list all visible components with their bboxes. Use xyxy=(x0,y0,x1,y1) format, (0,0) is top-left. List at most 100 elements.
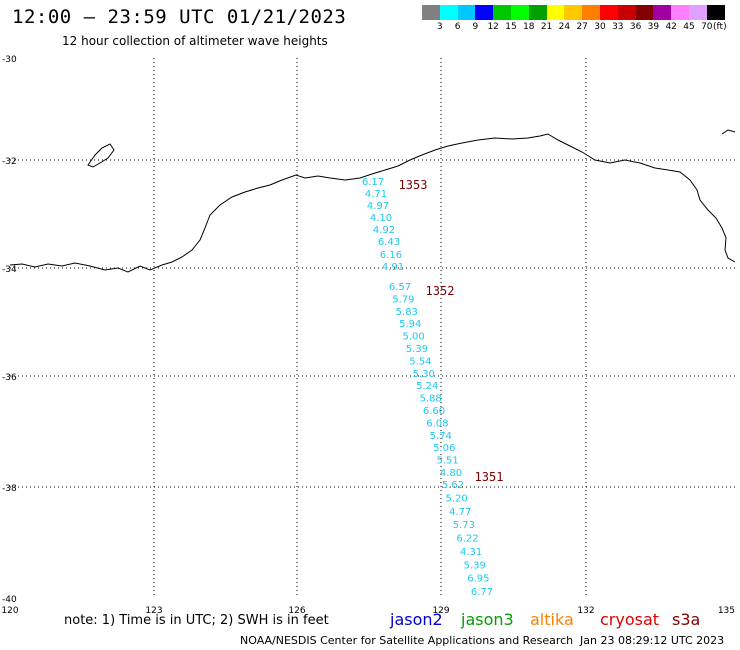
legend-swatch xyxy=(475,5,494,20)
lat-label: -34 xyxy=(2,265,17,275)
lat-label: -32 xyxy=(2,157,17,167)
wave-height-value: 4.97 xyxy=(367,201,389,212)
legend-label: 36 xyxy=(629,22,642,32)
wave-height-value: 6.43 xyxy=(378,237,400,248)
legend-swatch xyxy=(706,5,726,20)
lon-label: 135 xyxy=(718,606,735,616)
wave-height-value: 5.79 xyxy=(392,294,414,305)
legend-label: 12 xyxy=(487,22,499,32)
wave-height-value: 5.20 xyxy=(445,493,467,504)
wave-height-value: 5.83 xyxy=(396,307,418,318)
wave-height-value: 5.74 xyxy=(430,431,452,442)
legend-label: 15 xyxy=(505,22,517,32)
wave-height-value: 4.91 xyxy=(382,262,404,273)
wave-height-value: 6.60 xyxy=(423,406,445,417)
wave-height-value: 6.77 xyxy=(471,587,493,598)
lon-label: 126 xyxy=(288,606,305,616)
pass-number-label: 1351 xyxy=(475,470,504,484)
wave-height-value: 5.54 xyxy=(409,356,431,367)
satellite-legend-item: s3a xyxy=(672,610,701,629)
wave-height-value: 6.16 xyxy=(380,250,402,261)
wave-height-track: 6.174.714.974.104.926.43 6.164.91 6.575.79… xyxy=(362,177,493,598)
satellite-legend-item: jason3 xyxy=(461,610,514,629)
legend-swatch xyxy=(564,5,583,20)
legend-label: 70 xyxy=(701,22,713,32)
wave-height-value: 5.39 xyxy=(406,344,428,355)
map-title: 12:00 — 23:59 UTC 01/21/2023 xyxy=(12,6,347,28)
footer-note: note: 1) Time is in UTC; 2) SWH is in fe… xyxy=(64,613,329,628)
legend-label: 33 xyxy=(612,22,624,32)
australia-coastline xyxy=(9,133,736,273)
wave-height-value: 4.71 xyxy=(365,189,387,200)
legend-swatch xyxy=(439,5,459,20)
wave-height-value: 6.08 xyxy=(426,418,448,429)
legend-label: 3 xyxy=(436,22,443,32)
wave-height-value: 4.31 xyxy=(460,547,482,558)
legend-label: 6 xyxy=(454,22,461,32)
satellite-legend-item: altika xyxy=(530,610,574,629)
wave-height-value: 5.06 xyxy=(433,443,455,454)
map-subtitle: 12 hour collection of altimeter wave hei… xyxy=(62,34,328,48)
legend-label: 24 xyxy=(558,22,571,32)
legend-label: 45 xyxy=(683,22,695,32)
wave-height-value: 4.10 xyxy=(370,213,392,224)
tasmania-coast-fragment xyxy=(721,129,736,135)
lat-label: -36 xyxy=(2,373,17,383)
wave-height-value: 5.51 xyxy=(436,456,458,467)
lon-label: 129 xyxy=(432,606,449,616)
wave-height-value: 5.24 xyxy=(416,381,438,392)
wave-height-value: 6.22 xyxy=(456,534,478,545)
credit-text: NOAA/NESDIS Center for Satellite Applica… xyxy=(240,634,574,647)
wave-height-value: 5.62 xyxy=(442,480,464,491)
wave-height-value: 4.80 xyxy=(440,468,462,479)
legend-swatch xyxy=(582,5,601,20)
lon-label: 123 xyxy=(145,606,162,616)
wave-height-value: 5.73 xyxy=(453,520,475,531)
legend-swatch xyxy=(493,5,512,20)
pass-number-label: 1352 xyxy=(426,284,455,298)
legend-label: 18 xyxy=(523,22,535,32)
legend-label: 30 xyxy=(594,22,606,32)
lat-label: -38 xyxy=(2,484,17,494)
legend-label: 9 xyxy=(472,22,479,32)
wave-height-value: 6.95 xyxy=(467,574,489,585)
lat-label: -30 xyxy=(2,55,17,65)
wave-height-value: 5.30 xyxy=(413,369,435,380)
wave-height-value: 4.77 xyxy=(449,507,471,518)
pass-number-label: 1353 xyxy=(399,178,428,192)
lat-lon-grid xyxy=(10,58,735,598)
legend-label: 42 xyxy=(665,22,677,32)
legend-swatch xyxy=(617,5,637,20)
legend-swatch xyxy=(422,5,441,20)
legend-label: 21 xyxy=(540,22,553,32)
legend-swatch xyxy=(528,5,548,20)
satellite-legend-item: cryosat xyxy=(600,610,660,629)
wave-height-value: 6.57 xyxy=(389,282,411,293)
legend-swatch xyxy=(653,5,672,20)
wave-height-value: 5.39 xyxy=(464,560,486,571)
wave-height-value: 5.88 xyxy=(419,394,441,405)
generation-timestamp: Jan 23 08:29:12 UTC 2023 xyxy=(580,634,725,647)
kangaroo-island-outline xyxy=(87,143,115,168)
legend-label: 39 xyxy=(647,22,660,32)
legend-swatch xyxy=(635,5,654,20)
wave-height-value: 5.94 xyxy=(399,319,421,330)
legend-swatch xyxy=(511,5,530,20)
lon-label: 132 xyxy=(577,606,594,616)
legend-swatch xyxy=(457,5,476,20)
legend-unit: (ft) xyxy=(713,22,727,32)
legend-label: 27 xyxy=(576,22,588,32)
wave-height-value: 6.17 xyxy=(362,177,384,188)
legend-swatch xyxy=(689,5,708,20)
wave-height-value: 4.92 xyxy=(373,225,395,236)
legend-swatch xyxy=(671,5,690,20)
legend-swatch xyxy=(546,5,565,20)
satellite-legend-item: jason2 xyxy=(390,610,443,629)
lon-label: 120 xyxy=(1,606,18,616)
pass-labels: 1353 1352 1351 xyxy=(399,178,504,484)
wave-height-value: 5.00 xyxy=(402,332,424,343)
legend-swatch xyxy=(600,5,619,20)
lat-label: -40 xyxy=(2,595,17,605)
